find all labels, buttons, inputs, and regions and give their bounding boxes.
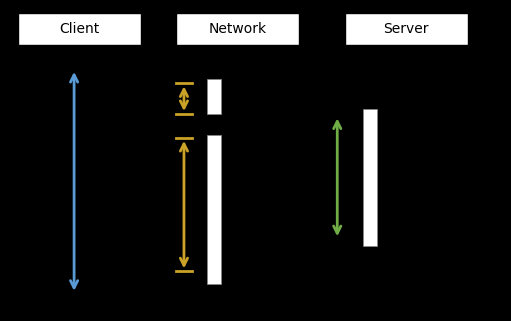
Bar xyxy=(207,79,221,114)
Text: Network: Network xyxy=(208,22,267,36)
Bar xyxy=(363,109,377,246)
Bar xyxy=(176,13,299,45)
Text: Client: Client xyxy=(59,22,99,36)
Bar xyxy=(18,13,141,45)
Bar xyxy=(207,135,221,284)
Bar xyxy=(345,13,468,45)
Text: Server: Server xyxy=(383,22,429,36)
